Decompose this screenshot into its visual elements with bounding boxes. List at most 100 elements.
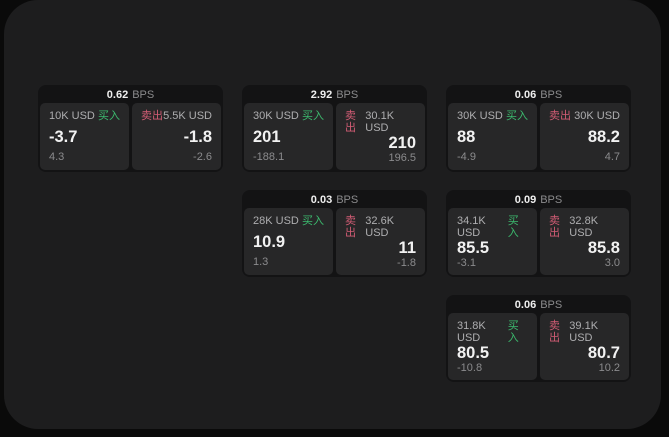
sell-pane[interactable]: 卖出 39.1K USD 80.7 10.2: [540, 313, 629, 380]
bps-unit-label: BPS: [540, 299, 563, 311]
sell-delta-value: 4.7: [604, 151, 620, 163]
buy-pane[interactable]: 30K USD 买入 88 -4.9: [448, 103, 537, 170]
buy-delta-value: 1.3: [253, 256, 269, 268]
card-body: 30K USD 买入 201 -188.1 卖出 30.1K USD 210 1…: [244, 103, 425, 170]
buy-size-label: 31.8K USD: [457, 320, 486, 344]
card-body: 34.1K USD 买入 85.5 -3.1 卖出 32.8K USD 85.8…: [448, 208, 629, 275]
buy-price-value: 80.5: [457, 344, 490, 362]
sell-size-label: 5.5K USD: [163, 110, 212, 122]
bps-value: 0.06: [514, 89, 537, 101]
sell-pane-header: 卖出 32.8K USD: [549, 215, 620, 239]
bps-value: 0.09: [514, 194, 537, 206]
buy-delta-value: -3.1: [457, 257, 476, 269]
bps-value: 0.03: [310, 194, 333, 206]
buy-size-label: 34.1K USD: [457, 215, 486, 239]
quote-card-grid: 0.62 BPS 10K USD 买入 -3.7 4.3 卖出 5.5K USD…: [38, 85, 631, 382]
buy-size-label: 30K USD: [457, 110, 503, 122]
buy-price-value: 201: [253, 127, 281, 146]
sell-size-label: 32.8K USD: [569, 215, 599, 239]
buy-price-value: 88: [457, 127, 476, 146]
sell-label: 卖出: [549, 215, 560, 239]
sell-label: 卖出: [345, 110, 356, 134]
spread-quote-card: 0.09 BPS 34.1K USD 买入 85.5 -3.1 卖出 32.8K…: [446, 190, 631, 277]
sell-pane[interactable]: 卖出 30.1K USD 210 196.5: [336, 103, 425, 170]
sell-price-value: 11: [398, 239, 416, 257]
sell-pane-header: 卖出 30K USD: [549, 110, 620, 122]
buy-label: 买入: [302, 215, 324, 227]
bps-header: 0.06 BPS: [448, 87, 629, 103]
sell-delta-value: -1.8: [397, 257, 416, 269]
bps-header: 0.62 BPS: [40, 87, 221, 103]
sell-pane-header: 卖出 32.6K USD: [345, 215, 416, 239]
spread-quote-card: 0.06 BPS 31.8K USD 买入 80.5 -10.8 卖出 39.1…: [446, 295, 631, 382]
buy-label: 买入: [98, 110, 120, 122]
sell-pane[interactable]: 卖出 5.5K USD -1.8 -2.6: [132, 103, 221, 170]
buy-pane-header: 34.1K USD 买入: [457, 215, 528, 239]
buy-label: 买入: [302, 110, 324, 122]
card-body: 28K USD 买入 10.9 1.3 卖出 32.6K USD 11 -1.8: [244, 208, 425, 275]
bps-unit-label: BPS: [540, 89, 563, 101]
bps-unit-label: BPS: [540, 194, 563, 206]
bps-value: 0.62: [106, 89, 129, 101]
bps-unit-label: BPS: [336, 89, 359, 101]
sell-pane[interactable]: 卖出 30K USD 88.2 4.7: [540, 103, 629, 170]
buy-pane[interactable]: 30K USD 买入 201 -188.1: [244, 103, 333, 170]
buy-price-value: 10.9: [253, 232, 286, 251]
buy-size-label: 28K USD: [253, 215, 299, 227]
sell-price-value: 88.2: [587, 127, 620, 146]
sell-label: 卖出: [141, 110, 163, 122]
buy-price-value: -3.7: [49, 127, 78, 146]
buy-pane[interactable]: 31.8K USD 买入 80.5 -10.8: [448, 313, 537, 380]
card-body: 31.8K USD 买入 80.5 -10.8 卖出 39.1K USD 80.…: [448, 313, 629, 380]
sell-delta-value: 196.5: [388, 152, 416, 164]
sell-pane[interactable]: 卖出 32.6K USD 11 -1.8: [336, 208, 425, 275]
sell-pane-header: 卖出 30.1K USD: [345, 110, 416, 134]
sell-price-value: -1.8: [183, 127, 212, 146]
sell-size-label: 30K USD: [574, 110, 620, 122]
sell-price-value: 80.7: [587, 344, 620, 362]
bps-unit-label: BPS: [132, 89, 155, 101]
spread-quote-card: 0.62 BPS 10K USD 买入 -3.7 4.3 卖出 5.5K USD…: [38, 85, 223, 172]
sell-label: 卖出: [549, 320, 560, 344]
buy-pane[interactable]: 10K USD 买入 -3.7 4.3: [40, 103, 129, 170]
buy-delta-value: 4.3: [49, 151, 65, 163]
sell-delta-value: 3.0: [604, 257, 620, 269]
buy-size-label: 10K USD: [49, 110, 95, 122]
sell-pane-header: 卖出 5.5K USD: [141, 110, 212, 122]
buy-pane[interactable]: 34.1K USD 买入 85.5 -3.1: [448, 208, 537, 275]
buy-label: 买入: [507, 215, 519, 239]
spread-quote-card: 0.06 BPS 30K USD 买入 88 -4.9 卖出 30K USD 8…: [446, 85, 631, 172]
buy-label: 买入: [507, 320, 519, 344]
buy-size-label: 30K USD: [253, 110, 299, 122]
buy-pane-header: 10K USD 买入: [49, 110, 120, 122]
buy-pane-header: 30K USD 买入: [457, 110, 528, 122]
buy-delta-value: -4.9: [457, 151, 476, 163]
buy-pane-header: 30K USD 买入: [253, 110, 324, 122]
bps-header: 2.92 BPS: [244, 87, 425, 103]
bps-header: 0.03 BPS: [244, 192, 425, 208]
sell-delta-value: 10.2: [598, 362, 620, 374]
bps-value: 2.92: [310, 89, 333, 101]
buy-price-value: 85.5: [457, 239, 490, 257]
card-body: 10K USD 买入 -3.7 4.3 卖出 5.5K USD -1.8 -2.…: [40, 103, 221, 170]
buy-pane-header: 28K USD 买入: [253, 215, 324, 227]
sell-label: 卖出: [549, 110, 571, 122]
sell-label: 卖出: [345, 215, 356, 239]
card-body: 30K USD 买入 88 -4.9 卖出 30K USD 88.2 4.7: [448, 103, 629, 170]
buy-pane[interactable]: 28K USD 买入 10.9 1.3: [244, 208, 333, 275]
bps-header: 0.09 BPS: [448, 192, 629, 208]
buy-delta-value: -10.8: [457, 362, 483, 374]
sell-delta-value: -2.6: [193, 151, 212, 163]
sell-pane[interactable]: 卖出 32.8K USD 85.8 3.0: [540, 208, 629, 275]
spread-quote-card: 2.92 BPS 30K USD 买入 201 -188.1 卖出 30.1K …: [242, 85, 427, 172]
sell-size-label: 32.6K USD: [365, 215, 395, 239]
buy-pane-header: 31.8K USD 买入: [457, 320, 528, 344]
sell-size-label: 39.1K USD: [569, 320, 599, 344]
bps-header: 0.06 BPS: [448, 297, 629, 313]
buy-label: 买入: [506, 110, 528, 122]
bps-unit-label: BPS: [336, 194, 359, 206]
spread-quote-card: 0.03 BPS 28K USD 买入 10.9 1.3 卖出 32.6K US…: [242, 190, 427, 277]
buy-delta-value: -188.1: [253, 151, 285, 163]
sell-size-label: 30.1K USD: [365, 110, 395, 134]
sell-price-value: 85.8: [587, 239, 620, 257]
